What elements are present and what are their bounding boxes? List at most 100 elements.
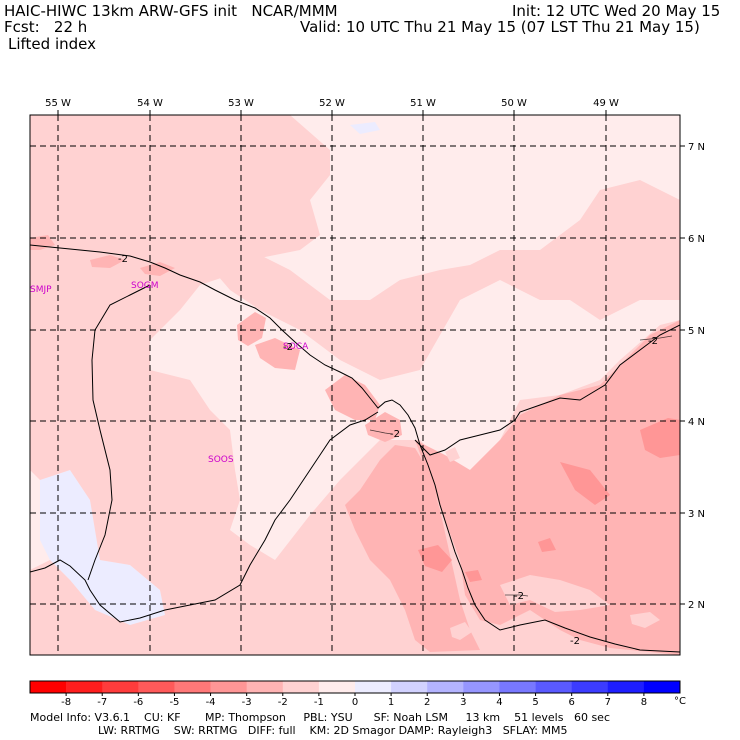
lat-lon-grid <box>30 115 680 655</box>
field-name: Lifted index <box>8 35 96 53</box>
colorbar-tick-label: -4 <box>206 697 216 708</box>
colorbar-tick-label: 1 <box>388 697 394 708</box>
colorbar-tick-label: -7 <box>97 697 107 708</box>
li-minus2-north2 <box>140 262 175 276</box>
contour-label: -2 <box>514 591 524 602</box>
lat-label: 2 N <box>688 600 705 611</box>
contour-minus2-east <box>639 335 673 341</box>
positive-li-region <box>40 470 165 625</box>
li-minus3-cell-d <box>538 538 556 552</box>
coastline <box>30 244 680 653</box>
lat-label: 7 N <box>688 142 705 153</box>
lat-label: 6 N <box>688 234 705 245</box>
colorbar-swatch <box>318 681 356 693</box>
colorbar-tick-label: 2 <box>424 697 430 708</box>
lon-label: 52 W <box>319 98 345 109</box>
li-minus2-mouth <box>365 412 402 442</box>
colorbar-swatch <box>391 681 428 693</box>
colorbar-swatch <box>174 681 211 693</box>
li-minus1-hole-c <box>630 612 660 628</box>
colorbar-tick-label: -5 <box>169 697 179 708</box>
li-minus3-cell-e <box>465 570 482 582</box>
li-minus2-north <box>90 255 125 268</box>
li-minus2-socacell <box>237 312 266 346</box>
colorbar-swatch <box>607 681 645 693</box>
li-minus2-socacell2 <box>255 338 300 370</box>
li-minus2-west <box>30 235 55 250</box>
valid-time: Valid: 10 UTC Thu 21 May 15 (07 LST Thu … <box>300 18 700 36</box>
colorbar-swatch <box>66 681 103 693</box>
lat-label: 4 N <box>688 417 705 428</box>
colorbar-tick-label: 0 <box>352 697 358 708</box>
lon-label: 50 W <box>501 98 527 109</box>
station-label: SOOS <box>208 455 234 465</box>
colorbar-swatch <box>643 681 681 693</box>
contour-label: -2 <box>118 254 128 265</box>
border-west <box>87 284 151 581</box>
colorbar-swatch <box>30 681 67 693</box>
colorbar-swatch <box>102 681 139 693</box>
lon-label: 51 W <box>410 98 436 109</box>
lon-label: 55 W <box>45 98 71 109</box>
colorbar-tick-label: -1 <box>314 697 324 708</box>
li-minus1-band <box>30 180 680 380</box>
colorbar-swatch <box>355 681 392 693</box>
model-title: HAIC-HIWC 13km ARW-GFS init NCAR/MMM <box>4 2 338 20</box>
li-minus2-shelf <box>345 445 480 652</box>
contour-minus2-south <box>505 594 529 597</box>
colorbar-swatch <box>571 681 609 693</box>
li-minus1-hole-a <box>500 575 610 612</box>
station-label: SMJP <box>30 285 52 295</box>
li-minus1-top <box>30 115 300 258</box>
colorbar-tick-label: -2 <box>278 697 288 708</box>
lat-label: 5 N <box>688 326 705 337</box>
forecast-hour: Fcst: 22 h <box>4 18 88 36</box>
border-suriname-guyane <box>30 411 379 623</box>
tick-marks <box>57 110 685 605</box>
colorbar-unit: °C <box>674 696 686 707</box>
colorbar-tick-label: 7 <box>605 697 611 708</box>
colorbar-tick-label: 4 <box>496 697 502 708</box>
colorbar-swatch <box>427 681 464 693</box>
colorbar-swatch <box>499 681 536 693</box>
li-minus1-hole-d <box>445 447 460 462</box>
colorbar-tick-label: 3 <box>460 697 466 708</box>
colorbar-swatch <box>282 681 320 693</box>
lat-label: 3 N <box>688 509 705 520</box>
border-brazil-east <box>414 324 680 456</box>
contour-label: -2 <box>283 342 293 353</box>
colorbar-tick-label: -8 <box>61 697 71 708</box>
li-minus3-cell-a <box>418 545 452 572</box>
colorbar-swatch <box>138 681 175 693</box>
li-minus2-east <box>415 320 680 655</box>
colorbar-tick-label: 6 <box>568 697 574 708</box>
colorbar-tick-label: -3 <box>242 697 252 708</box>
contour-minus2-mouth <box>369 429 393 435</box>
colorbar-swatch <box>246 681 284 693</box>
model-info-line2: LW: RRTMG SW: RRTMG DIFF: full KM: 2D Sm… <box>98 724 568 737</box>
init-time: Init: 12 UTC Wed 20 May 15 <box>512 2 721 20</box>
model-info-line1: Model Info: V3.6.1 CU: KF MP: Thompson P… <box>30 711 610 724</box>
colorbar-tick-label: 5 <box>532 697 538 708</box>
station-label: SOCA <box>283 342 309 352</box>
colorbar-swatch <box>535 681 572 693</box>
li-minus3-cell-b <box>560 462 610 505</box>
li-minus1-hole-b <box>450 622 472 640</box>
colorbar <box>29 680 681 696</box>
contour-label: -2 <box>570 636 580 647</box>
lon-label: 53 W <box>228 98 254 109</box>
colorbar-swatch <box>463 681 500 693</box>
colorbar-swatch <box>210 681 247 693</box>
positive-li-small <box>350 122 380 134</box>
contour-label: -2 <box>648 336 658 347</box>
li-minus3-cell-c <box>640 418 680 458</box>
map-frame <box>29 114 681 656</box>
lon-label: 49 W <box>593 98 619 109</box>
li-minus2-coastal <box>325 375 380 420</box>
station-label: SOGM <box>131 281 159 291</box>
colorbar-tick-label: 8 <box>641 697 647 708</box>
contour-label: -2 <box>390 429 400 440</box>
lon-label: 54 W <box>137 98 163 109</box>
colorbar-tick-label: -6 <box>133 697 143 708</box>
